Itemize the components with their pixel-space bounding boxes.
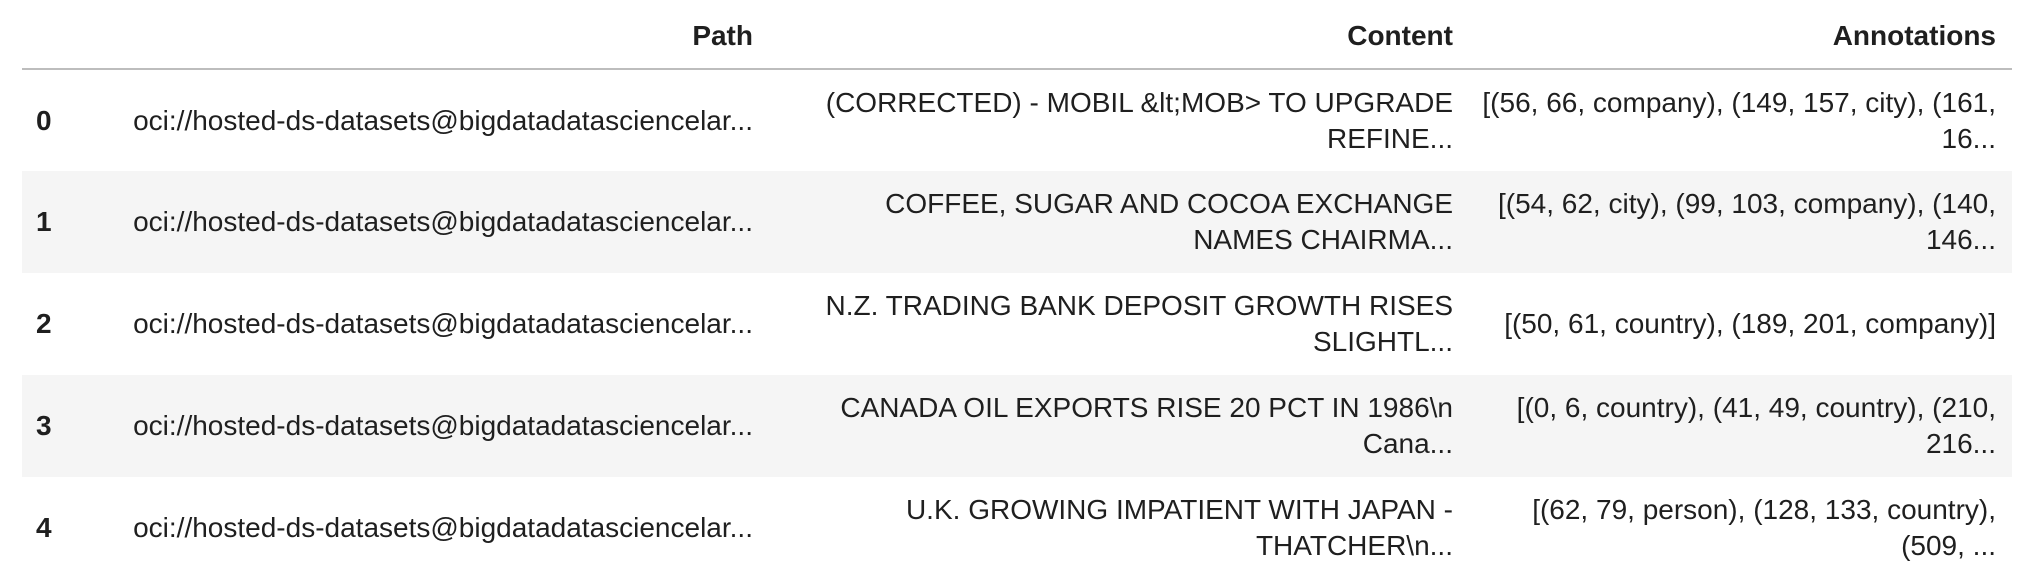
table-row: 2 oci://hosted-ds-datasets@bigdatadatasc…: [22, 273, 2012, 375]
dataframe-table: Path Content Annotations 0 oci://hosted-…: [22, 10, 2012, 579]
row-index: 4: [36, 512, 52, 543]
path-cell: oci://hosted-ds-datasets@bigdatadatascie…: [133, 206, 753, 237]
annotations-cell: [(54, 62, city), (99, 103, company), (14…: [1497, 188, 1996, 255]
row-index: 1: [36, 206, 52, 237]
row-index: 0: [36, 104, 52, 136]
table-row: 1 oci://hosted-ds-datasets@bigdatadatasc…: [22, 171, 2012, 273]
path-cell: oci://hosted-ds-datasets@bigdatadatascie…: [133, 410, 753, 441]
annotations-cell: [(0, 6, country), (41, 49, country), (21…: [1516, 392, 1996, 459]
table-header: Path Content Annotations: [22, 10, 2012, 70]
path-cell: oci://hosted-ds-datasets@bigdatadatascie…: [133, 308, 753, 339]
table-row: 4 oci://hosted-ds-datasets@bigdatadatasc…: [22, 477, 2012, 579]
index-header: [22, 10, 92, 70]
header-row: Path Content Annotations: [22, 10, 2012, 70]
content-cell: (CORRECTED) - MOBIL &lt;MOB> TO UPGRADE …: [825, 86, 1453, 154]
row-index: 3: [36, 410, 52, 441]
content-cell: COFFEE, SUGAR AND COCOA EXCHANGE NAMES C…: [885, 188, 1453, 255]
table-row: 3 oci://hosted-ds-datasets@bigdatadatasc…: [22, 375, 2012, 477]
annotations-cell: [(50, 61, country), (189, 201, company)]: [1504, 308, 1996, 339]
content-column-header: Content: [769, 10, 1469, 70]
annotations-cell: [(62, 79, person), (128, 133, country), …: [1532, 494, 1996, 561]
table-row: 0 oci://hosted-ds-datasets@bigdatadatasc…: [22, 69, 2012, 171]
table-body: 0 oci://hosted-ds-datasets@bigdatadatasc…: [22, 69, 2012, 579]
annotations-cell: [(56, 66, company), (149, 157, city), (1…: [1482, 86, 1996, 154]
path-cell: oci://hosted-ds-datasets@bigdatadatascie…: [133, 104, 753, 136]
path-cell: oci://hosted-ds-datasets@bigdatadatascie…: [133, 512, 753, 543]
content-cell: CANADA OIL EXPORTS RISE 20 PCT IN 1986\n…: [840, 392, 1453, 459]
path-column-header: Path: [92, 10, 769, 70]
annotations-column-header: Annotations: [1469, 10, 2012, 70]
content-cell: U.K. GROWING IMPATIENT WITH JAPAN - THAT…: [905, 494, 1453, 561]
content-cell: N.Z. TRADING BANK DEPOSIT GROWTH RISES S…: [825, 290, 1453, 357]
row-index: 2: [36, 308, 52, 339]
